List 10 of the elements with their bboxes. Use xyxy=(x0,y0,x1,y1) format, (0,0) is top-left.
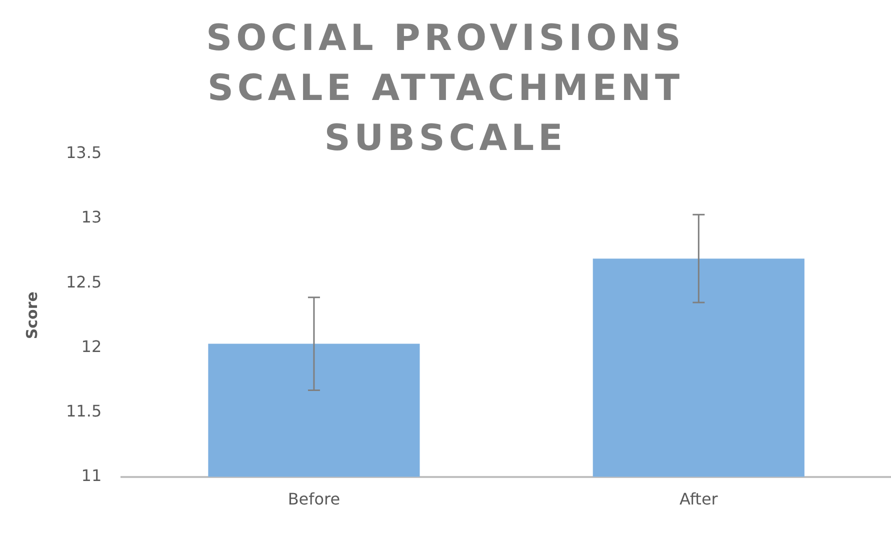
x-tick-label: After xyxy=(679,490,718,509)
x-tick-label: Before xyxy=(288,490,340,509)
chart-title: SOCIAL PROVISIONS SCALE ATTACHMENT SUBSCALE xyxy=(205,17,686,159)
y-tick-label: 12.5 xyxy=(66,272,102,292)
y-axis-title: Score xyxy=(22,292,41,340)
y-tick-label: 13.5 xyxy=(66,143,102,162)
y-tick-label: 13 xyxy=(81,208,102,227)
y-tick-label: 11.5 xyxy=(66,401,102,420)
y-tick-label: 12 xyxy=(81,336,102,356)
y-tick-label: 11 xyxy=(81,466,102,485)
